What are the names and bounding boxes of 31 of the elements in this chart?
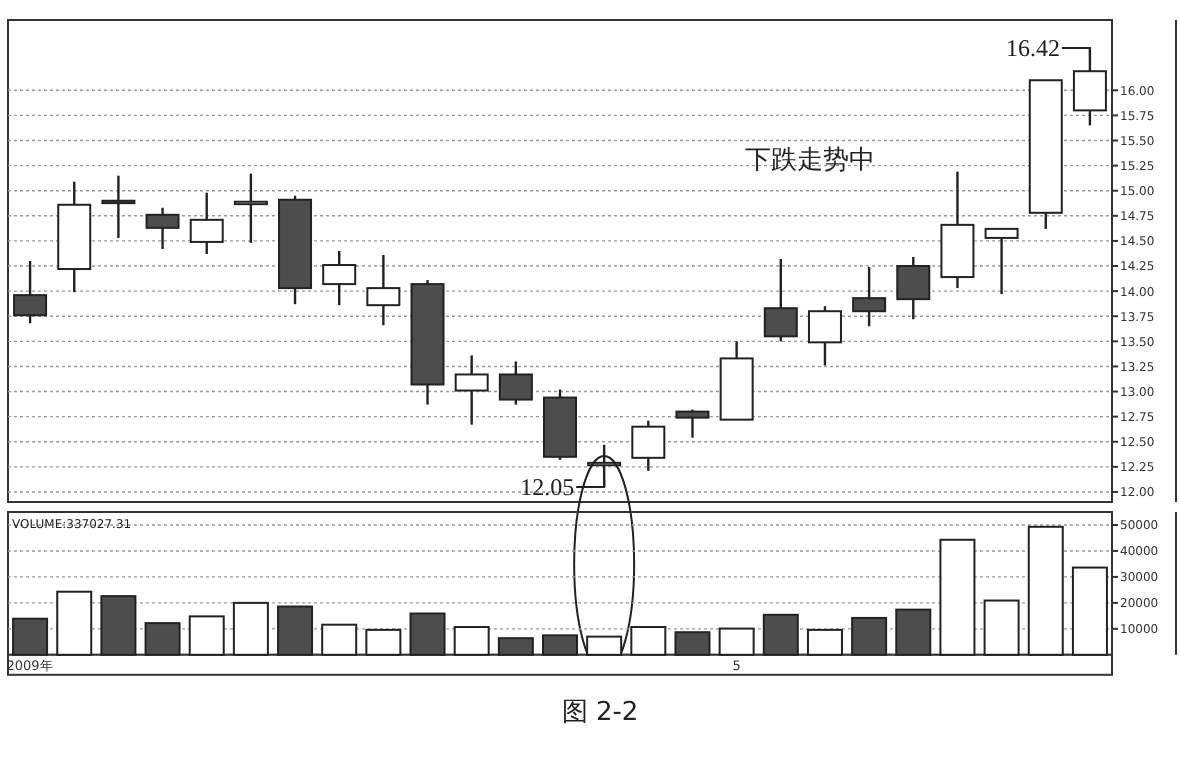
candlestick [675, 408, 710, 439]
bar [542, 634, 578, 656]
candlestick [13, 259, 48, 325]
bar [895, 608, 932, 656]
caption: 图 2-2 [561, 698, 639, 728]
annotation: 下跌走势中 [745, 144, 875, 174]
candlestick [807, 304, 842, 367]
bar [12, 617, 49, 656]
candlestick [498, 360, 533, 406]
candlestick [145, 206, 180, 251]
candlestick [233, 172, 268, 245]
bar [409, 612, 446, 656]
candlestick [984, 227, 1019, 296]
bar [144, 622, 181, 656]
bar [497, 637, 534, 656]
candlestick [189, 191, 224, 256]
bar [851, 616, 888, 656]
candlestick [852, 265, 887, 328]
bar [100, 595, 137, 656]
candlestick [454, 354, 489, 426]
candlestick [631, 419, 666, 473]
candlestick [763, 257, 798, 343]
bar [762, 613, 799, 656]
candlestick [101, 174, 136, 240]
bar [277, 605, 314, 656]
candlestick [366, 253, 401, 327]
annotation: 12.05 [520, 472, 575, 501]
bar [674, 631, 711, 656]
candlestick [322, 249, 357, 307]
annotation: 16.42 [1005, 34, 1060, 63]
candlestick [896, 255, 931, 321]
